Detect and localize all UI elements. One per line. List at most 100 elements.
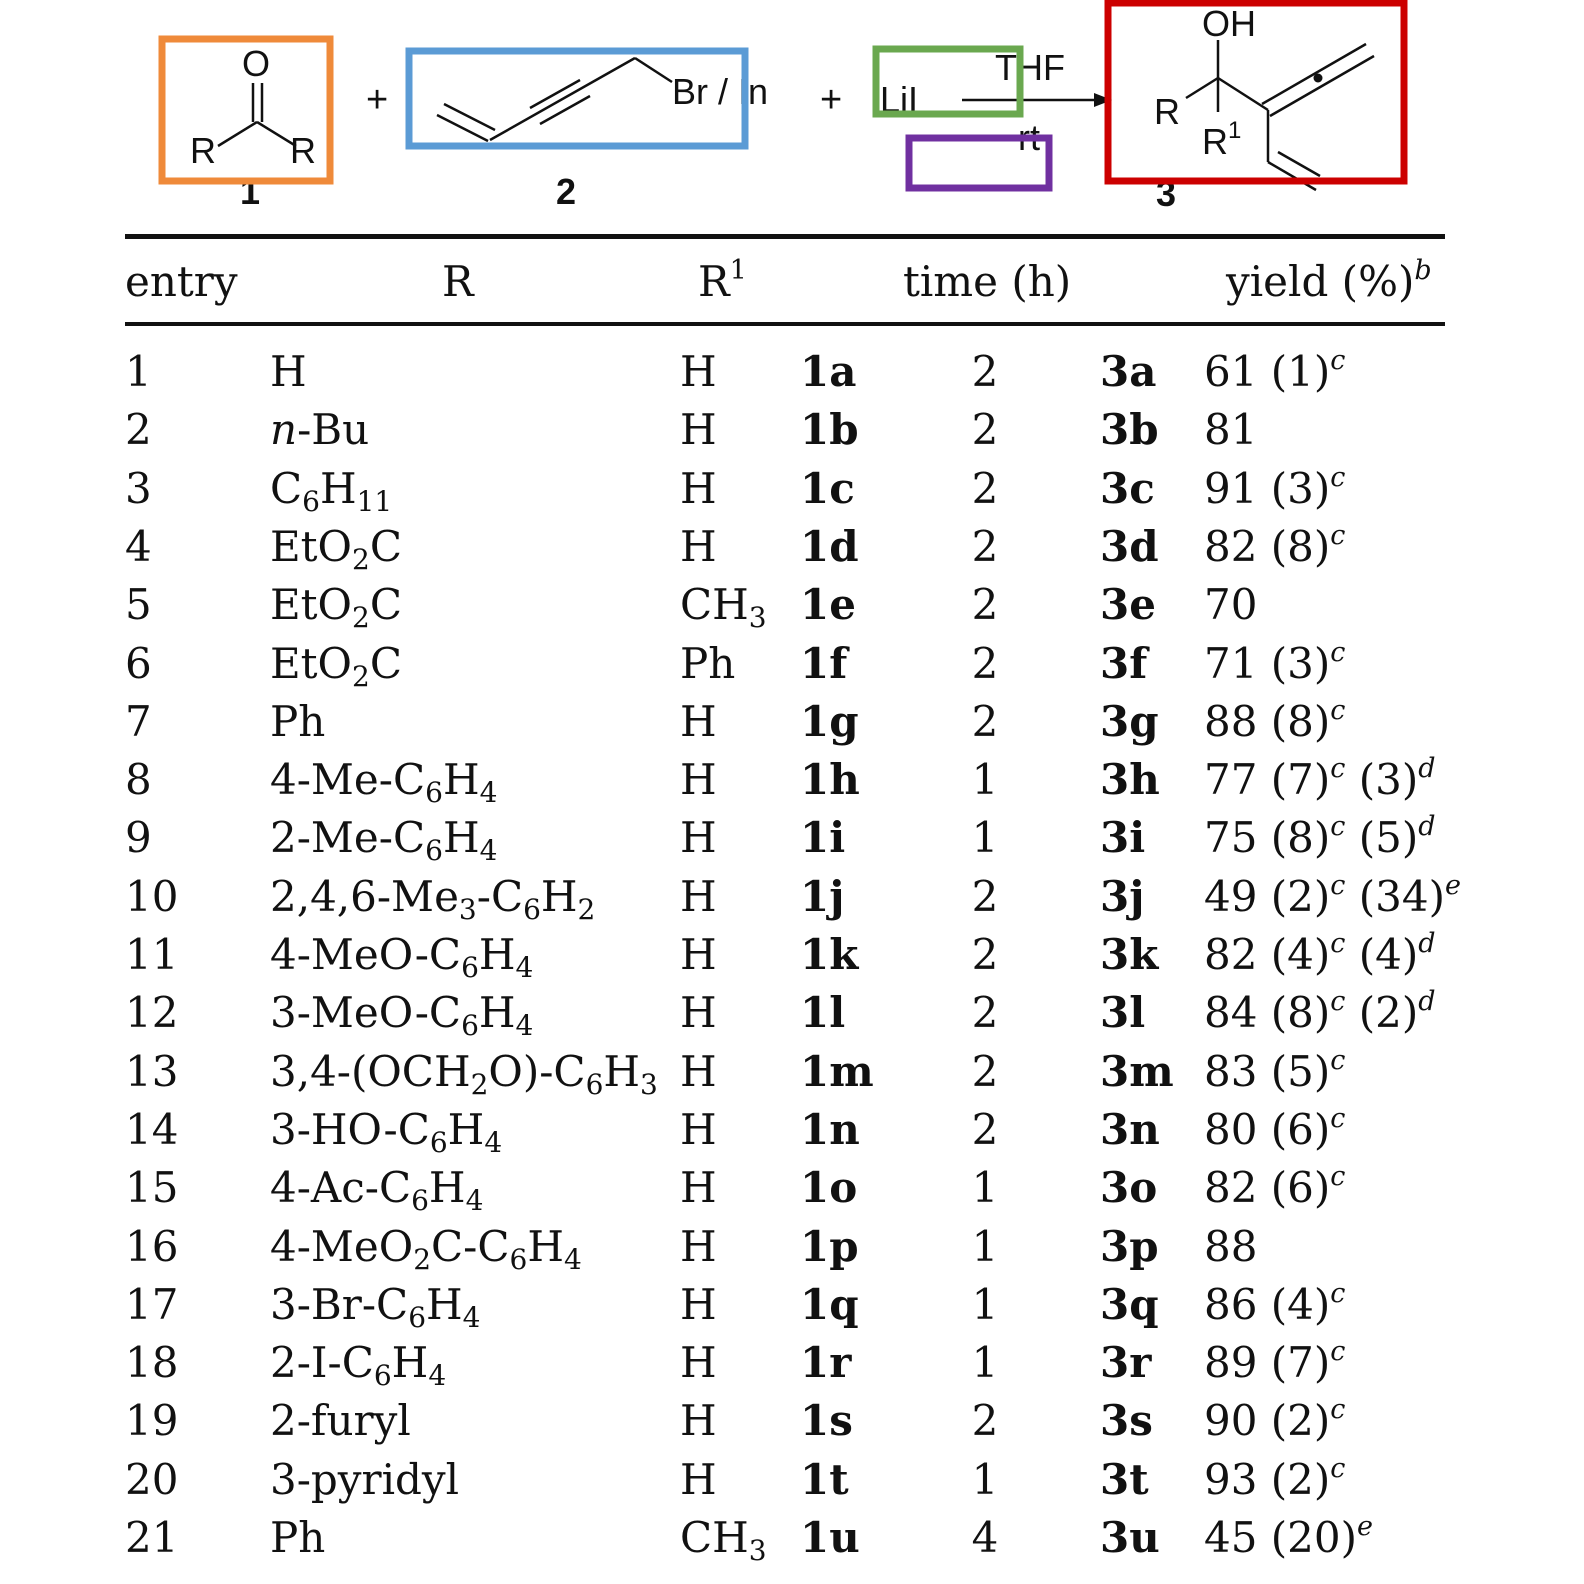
compound-2-label: 2 xyxy=(556,171,576,212)
product-label-cell: 3b xyxy=(1100,405,1159,455)
entry-cell: 5 xyxy=(125,580,152,630)
additive-highlight-box xyxy=(872,45,1024,118)
product-label-cell: 3h xyxy=(1100,755,1160,805)
entry-cell: 1 xyxy=(125,347,152,396)
time-cell: 1 xyxy=(971,755,999,805)
bromide-indium-reagent: Br / In xyxy=(672,71,768,112)
carbonyl-highlight-box xyxy=(158,35,334,185)
product-label-cell: 3f xyxy=(1100,638,1148,688)
yield-cell: 88 (8)c xyxy=(1204,694,1346,746)
entry-cell: 2 xyxy=(125,405,152,455)
product-label-cell: 3j xyxy=(1100,871,1145,921)
substrate-label-cell: 1a xyxy=(800,347,857,396)
product-label-cell: 3c xyxy=(1100,463,1155,513)
r1-substituent-cell: H xyxy=(680,755,717,805)
time-cell: 2 xyxy=(971,638,999,688)
r1-substituent-cell: CH3 xyxy=(680,1513,767,1567)
time-cell: 2 xyxy=(971,405,999,455)
yield-cell: 82 (6)c xyxy=(1204,1161,1346,1213)
time-cell: 2 xyxy=(971,347,999,396)
substrate-label-cell: 1b xyxy=(800,405,859,455)
header-entry: entry xyxy=(125,257,238,306)
product-highlight-box xyxy=(1104,0,1408,185)
time-cell: 1 xyxy=(971,1454,999,1504)
entry-cell: 17 xyxy=(125,1279,179,1329)
r1-substituent-cell: H xyxy=(680,813,717,863)
time-cell: 2 xyxy=(971,930,999,979)
entry-cell: 8 xyxy=(125,755,152,805)
r-substituent-cell: EtO2C xyxy=(270,521,402,576)
r1-substituent-cell: H xyxy=(680,930,717,979)
product-label-cell: 3k xyxy=(1100,930,1159,979)
time-cell: 2 xyxy=(971,463,999,513)
r1-substituent-cell: H xyxy=(680,1163,717,1213)
header-time: time (h) xyxy=(903,257,1072,306)
allene-dot xyxy=(1313,73,1323,83)
r-substituent-cell: 3-pyridyl xyxy=(270,1454,460,1504)
time-cell: 1 xyxy=(971,813,999,863)
r-substituent-cell: 4-MeO2C-C6H4 xyxy=(270,1221,582,1276)
solvent-thf: THF xyxy=(995,47,1065,88)
yield-cell: 89 (7)c xyxy=(1204,1336,1346,1388)
compound-1-r1: R xyxy=(290,130,316,171)
time-cell: 2 xyxy=(971,696,999,746)
yield-cell: 77 (7)c (3)d xyxy=(1204,753,1436,805)
product-label-cell: 3r xyxy=(1100,1338,1152,1388)
entry-cell: 21 xyxy=(125,1513,179,1562)
r1-substituent-cell: H xyxy=(680,988,717,1038)
product-label-cell: 3i xyxy=(1100,813,1146,863)
substrate-label-cell: 1c xyxy=(800,463,855,513)
yield-cell: 80 (6)c xyxy=(1204,1102,1346,1154)
r1-substituent-cell: H xyxy=(680,463,717,513)
r-substituent-cell: 2-furyl xyxy=(270,1396,411,1446)
compound-2-structure xyxy=(436,56,673,143)
product-label-cell: 3p xyxy=(1100,1221,1159,1271)
substrate-label-cell: 1r xyxy=(800,1338,852,1388)
r1-substituent-cell: H xyxy=(680,347,717,396)
yield-cell: 83 (5)c xyxy=(1204,1044,1346,1096)
plus-sign-2: + xyxy=(820,79,842,121)
entry-cell: 16 xyxy=(125,1221,179,1271)
reaction-scheme: O R R 1 + Br / In 2 + LiI THF rt OH R R1… xyxy=(158,0,1408,214)
entry-cell: 19 xyxy=(125,1396,179,1446)
entry-cell: 13 xyxy=(125,1046,179,1096)
r1-substituent-cell: H xyxy=(680,521,717,571)
r1-substituent-cell: H xyxy=(680,1221,717,1271)
time-cell: 2 xyxy=(971,1046,999,1096)
r-substituent-cell: n-Bu xyxy=(270,405,370,455)
yield-cell: 82 (4)c (4)d xyxy=(1204,928,1436,979)
yield-cell: 45 (20)e xyxy=(1204,1511,1373,1562)
r1-substituent-cell: H xyxy=(680,1338,717,1388)
r-substituent-cell: 3-HO-C6H4 xyxy=(270,1104,503,1159)
r1-substituent-cell: Ph xyxy=(680,638,736,688)
time-cell: 2 xyxy=(971,580,999,630)
entry-cell: 9 xyxy=(125,813,152,863)
time-cell: 2 xyxy=(971,1104,999,1154)
yield-cell: 75 (8)c (5)d xyxy=(1204,811,1436,863)
time-cell: 1 xyxy=(971,1279,999,1329)
r-substituent-cell: 2,4,6-Me3-C6H2 xyxy=(270,871,596,926)
r-substituent-cell: C6H11 xyxy=(270,463,393,518)
time-cell: 2 xyxy=(971,521,999,571)
substrate-label-cell: 1i xyxy=(800,813,846,863)
product-label-cell: 3m xyxy=(1100,1046,1174,1096)
r1-substituent-cell: H xyxy=(680,1279,717,1329)
r-substituent-cell: 3-Br-C6H4 xyxy=(270,1279,481,1334)
r1-substituent-cell: H xyxy=(680,1396,717,1446)
r-substituent-cell: 4-MeO-C6H4 xyxy=(270,930,534,984)
product-label-cell: 3d xyxy=(1100,521,1159,571)
r1-substituent-cell: H xyxy=(680,696,717,746)
r-substituent-cell: EtO2C xyxy=(270,580,402,635)
product-r1: R1 xyxy=(1202,117,1241,162)
entry-cell: 18 xyxy=(125,1338,179,1388)
yield-cell: 88 xyxy=(1204,1221,1258,1271)
entry-cell: 14 xyxy=(125,1104,179,1154)
substrate-label-cell: 1f xyxy=(800,638,848,688)
yield-cell: 86 (4)c xyxy=(1204,1277,1346,1329)
entry-cell: 6 xyxy=(125,638,152,688)
substrate-label-cell: 1p xyxy=(800,1221,859,1271)
substrate-label-cell: 1h xyxy=(800,755,860,805)
header-yield: yield (%)b xyxy=(1226,255,1432,306)
yield-cell: 90 (2)c xyxy=(1204,1394,1346,1446)
